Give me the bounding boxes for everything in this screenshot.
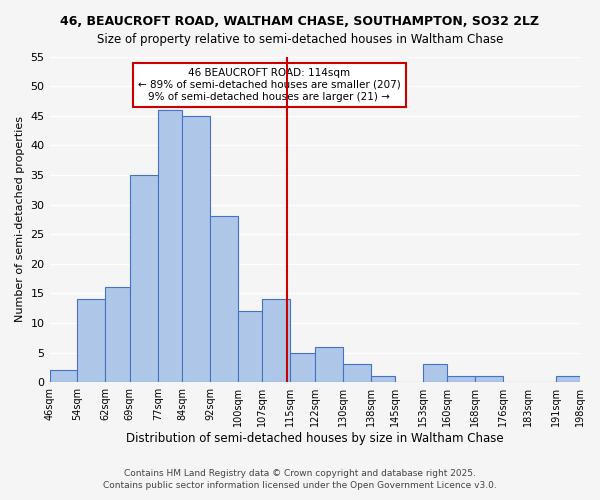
Bar (343, 364, 371, 382)
Bar (290, 352, 315, 382)
Bar (210, 216, 238, 382)
Y-axis label: Number of semi-detached properties: Number of semi-detached properties (15, 116, 25, 322)
Text: 46 BEAUCROFT ROAD: 114sqm
← 89% of semi-detached houses are smaller (207)
9% of : 46 BEAUCROFT ROAD: 114sqm ← 89% of semi-… (138, 68, 401, 102)
Text: Contains HM Land Registry data © Crown copyright and database right 2025.: Contains HM Land Registry data © Crown c… (124, 468, 476, 477)
Bar (238, 311, 262, 382)
Bar (448, 376, 475, 382)
Bar (106, 288, 130, 382)
Bar (556, 376, 580, 382)
Bar (475, 376, 503, 382)
X-axis label: Distribution of semi-detached houses by size in Waltham Chase: Distribution of semi-detached houses by … (126, 432, 503, 445)
Bar (182, 116, 210, 382)
Bar (130, 175, 158, 382)
Bar (158, 110, 182, 382)
Bar (371, 376, 395, 382)
Bar (423, 364, 448, 382)
Bar (77, 300, 106, 382)
Text: Size of property relative to semi-detached houses in Waltham Chase: Size of property relative to semi-detach… (97, 32, 503, 46)
Text: 46, BEAUCROFT ROAD, WALTHAM CHASE, SOUTHAMPTON, SO32 2LZ: 46, BEAUCROFT ROAD, WALTHAM CHASE, SOUTH… (61, 15, 539, 28)
Bar (262, 300, 290, 382)
Bar (315, 346, 343, 382)
Text: Contains public sector information licensed under the Open Government Licence v3: Contains public sector information licen… (103, 481, 497, 490)
Bar (50, 370, 77, 382)
